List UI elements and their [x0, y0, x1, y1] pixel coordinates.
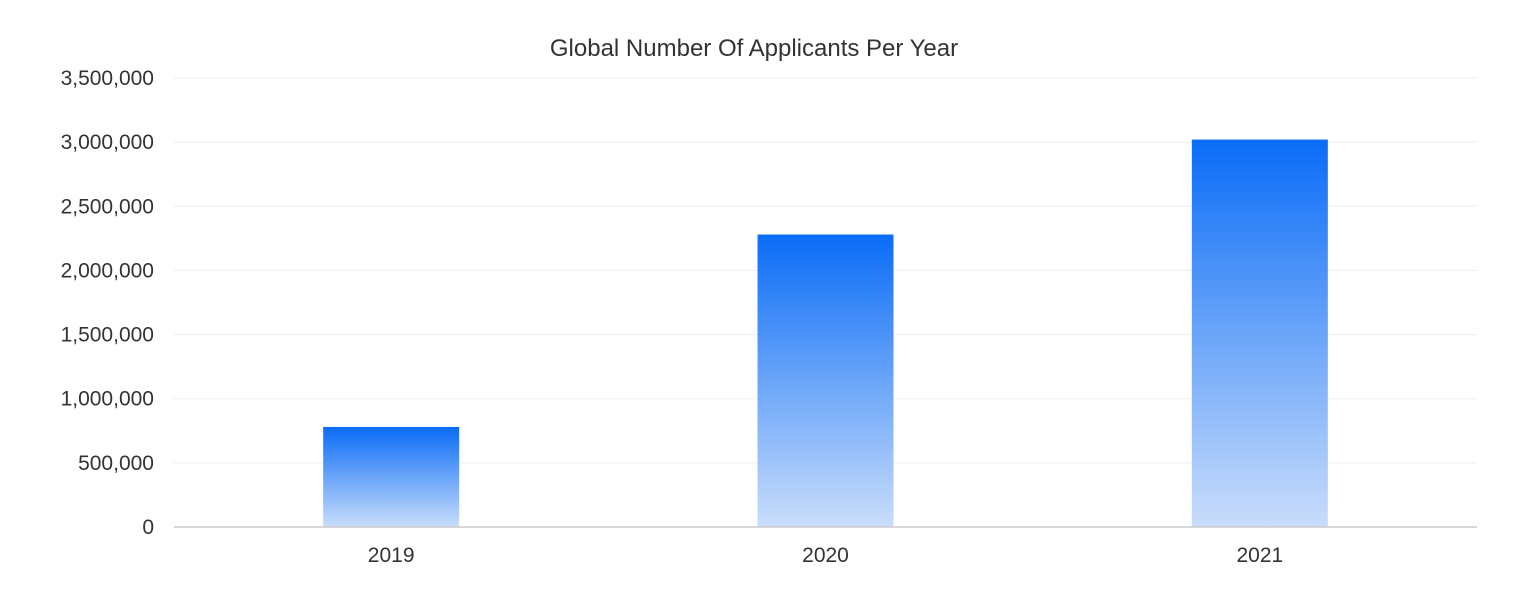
y-tick-label: 3,000,000 — [61, 131, 154, 154]
y-tick-label: 2,500,000 — [61, 195, 154, 218]
y-tick-label: 500,000 — [78, 452, 154, 475]
x-axis-ticks: 2019 2020 2021 — [368, 544, 1283, 567]
bar-2019[interactable] — [323, 426, 460, 527]
y-axis-ticks: 0 500,000 1,000,000 1,500,000 2,000,000 2,500… — [61, 67, 154, 539]
y-tick-label: 3,500,000 — [61, 67, 154, 90]
x-tick-label: 2021 — [1236, 544, 1283, 567]
x-tick-label: 2019 — [368, 544, 415, 567]
bars — [323, 139, 1328, 527]
x-tick-label: 2020 — [802, 544, 849, 567]
bar-2020[interactable] — [757, 234, 894, 527]
bar-2021[interactable] — [1191, 139, 1328, 527]
y-tick-label: 2,000,000 — [61, 259, 154, 282]
y-tick-label: 1,500,000 — [61, 324, 154, 347]
y-tick-label: 1,000,000 — [61, 388, 154, 411]
chart-title: Global Number Of Applicants Per Year — [550, 35, 958, 62]
y-tick-label: 0 — [142, 516, 154, 539]
